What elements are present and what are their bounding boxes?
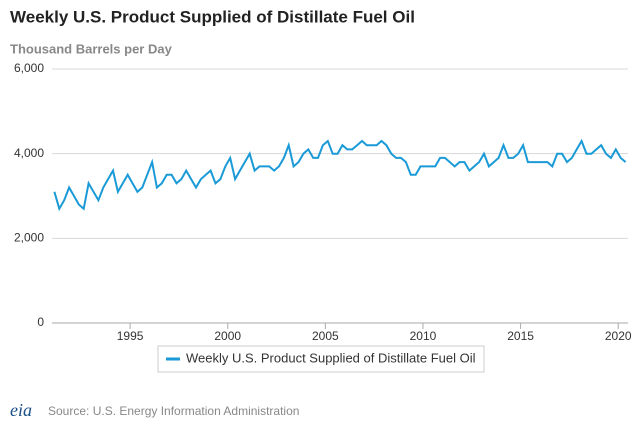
x-tick-label: 2005 xyxy=(312,329,339,343)
data-line xyxy=(53,138,627,212)
y-tick-label: 2,000 xyxy=(14,231,44,245)
source: Source: U.S. Energy Information Administ… xyxy=(48,404,299,418)
x-tick-label: 2010 xyxy=(410,329,437,343)
x-tick-label: 2020 xyxy=(605,329,632,343)
logo: eia xyxy=(10,400,32,420)
chart-title: Weekly U.S. Product Supplied of Distilla… xyxy=(10,7,415,26)
x-tick-label: 2015 xyxy=(507,329,534,343)
legend-box xyxy=(157,345,485,373)
x-tick-label: 2000 xyxy=(214,329,241,343)
y-tick-label: 0 xyxy=(37,315,44,329)
y-tick-label: 6,000 xyxy=(14,61,44,75)
y-tick-label: 4,000 xyxy=(14,146,44,160)
legend-label: Weekly U.S. Product Supplied of Distilla… xyxy=(186,350,476,365)
x-tick-label: 1995 xyxy=(117,329,144,343)
chart-subtitle: Thousand Barrels per Day xyxy=(10,41,173,56)
